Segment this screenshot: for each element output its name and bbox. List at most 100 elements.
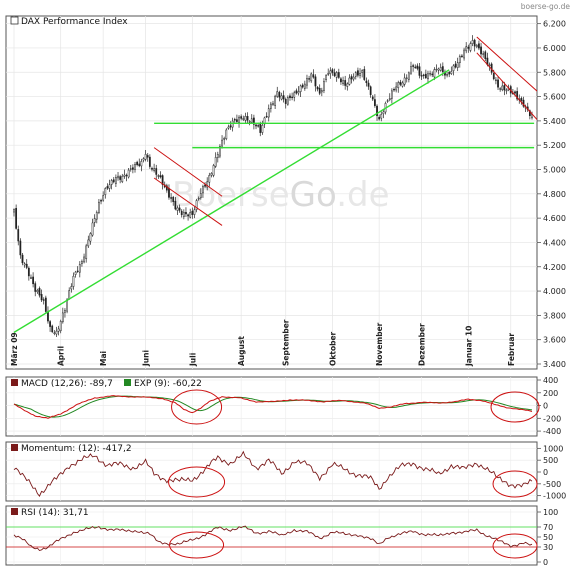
candle-body	[295, 90, 298, 94]
candle-body	[132, 167, 134, 170]
candle-body	[134, 163, 136, 170]
candle-body	[369, 86, 372, 95]
candle-body	[127, 169, 130, 178]
candle	[448, 70, 451, 78]
candle	[424, 69, 427, 80]
candle	[174, 197, 177, 211]
candle-body	[110, 180, 113, 185]
macd-y-axis: 400 200 0 -200 -400	[537, 376, 561, 436]
main-panel	[5, 15, 538, 370]
candle-body	[461, 55, 463, 57]
candle-body	[68, 290, 71, 299]
candle-body	[310, 73, 313, 82]
candle	[182, 209, 185, 220]
candle	[30, 274, 32, 280]
y-tick-label: 3.800	[543, 311, 566, 320]
candle	[463, 47, 465, 61]
candle-body	[172, 197, 175, 203]
candle	[125, 173, 128, 182]
candle	[178, 204, 181, 213]
macd-grid	[6, 377, 537, 436]
candle-body	[427, 73, 429, 80]
candle	[21, 253, 24, 266]
candle-body	[520, 98, 523, 101]
candle-body	[391, 90, 393, 99]
candle-body	[255, 124, 257, 127]
candle	[140, 158, 143, 172]
candle-body	[176, 207, 179, 211]
candle	[329, 67, 332, 79]
candle	[23, 262, 26, 268]
candle-body	[346, 83, 349, 87]
candle	[293, 90, 296, 102]
candle-body	[367, 82, 370, 87]
candle	[267, 104, 270, 122]
candle	[505, 88, 508, 95]
candle	[246, 112, 249, 124]
candle-body	[61, 312, 64, 323]
y-tick-label: -1000	[543, 492, 566, 501]
candle	[382, 109, 385, 119]
candle	[461, 54, 463, 58]
candle	[136, 160, 139, 167]
candle	[380, 110, 383, 122]
candle	[240, 114, 243, 121]
candle	[431, 71, 434, 78]
candle-body	[276, 91, 279, 97]
candle-body	[405, 77, 408, 79]
candle	[350, 74, 353, 84]
y-tick-label: 1000	[543, 444, 563, 453]
candle-body	[454, 63, 457, 68]
candle	[112, 177, 115, 184]
candle-body	[206, 181, 209, 188]
candle-body	[492, 73, 495, 80]
candle-body	[393, 88, 395, 91]
candle-body	[503, 85, 506, 91]
candle	[342, 76, 344, 86]
y-tick-label: 5.400	[543, 117, 566, 126]
candle-body	[431, 73, 434, 76]
svg-text:BoerseGo.de: BoerseGo.de	[172, 175, 390, 215]
candle-body	[142, 158, 145, 161]
candle	[495, 76, 497, 85]
candle-body	[314, 76, 317, 87]
candle	[263, 116, 266, 128]
candle-body	[435, 68, 438, 71]
candle-body	[412, 65, 414, 67]
month-label: Mai	[99, 351, 108, 366]
annotation-ellipse	[492, 470, 538, 498]
candle-body	[348, 77, 351, 85]
candle-body	[416, 65, 419, 69]
candle	[61, 307, 64, 324]
watermark: BoerseGo.de	[172, 175, 390, 215]
watermark-mid: Go	[290, 175, 337, 215]
y-tick-label: -500	[543, 480, 561, 489]
candle-body	[238, 116, 240, 123]
candle	[19, 238, 22, 259]
candle	[57, 325, 60, 336]
candle	[420, 71, 423, 80]
candle-body	[482, 53, 485, 55]
candle	[407, 71, 410, 83]
candle-body	[87, 239, 90, 247]
candle	[301, 83, 304, 89]
candle-body	[208, 175, 211, 183]
candle-body	[286, 97, 289, 105]
candle-body	[303, 83, 306, 89]
candle-body	[484, 51, 487, 59]
candle	[318, 84, 321, 96]
candle	[214, 152, 217, 169]
candle-body	[91, 222, 94, 236]
candle	[310, 72, 313, 83]
candle-body	[354, 72, 357, 77]
candle-body	[225, 129, 228, 139]
candle-body	[121, 175, 124, 182]
candle-body	[115, 177, 117, 184]
candle	[418, 63, 421, 79]
candle	[475, 43, 478, 49]
candle-body	[212, 165, 215, 176]
candle-body	[293, 92, 296, 98]
candle	[259, 121, 262, 137]
candle	[312, 69, 315, 79]
